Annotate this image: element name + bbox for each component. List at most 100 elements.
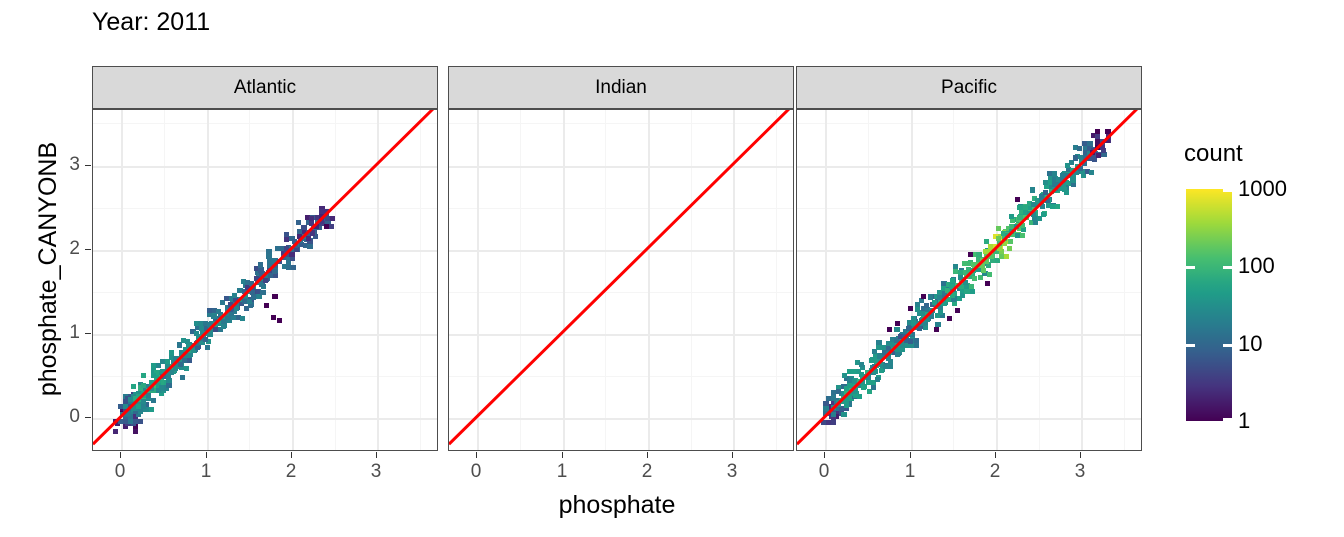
heatmap-bin <box>820 419 827 426</box>
heatmap-bin <box>1037 216 1043 222</box>
heatmap-bin <box>143 407 149 413</box>
heatmap-bin <box>1063 190 1069 196</box>
heatmap-bin <box>925 307 931 313</box>
heatmap-bin <box>920 293 926 299</box>
heatmap-bin <box>270 314 276 320</box>
heatmap-bin <box>941 281 947 287</box>
heatmap-bin <box>887 359 893 365</box>
heatmap-bin <box>881 350 887 356</box>
facet-strip-label: Pacific <box>941 77 997 98</box>
heatmap-bin <box>873 368 879 374</box>
heatmap-bin <box>1084 168 1091 174</box>
heatmap-bin <box>151 398 157 404</box>
heatmap-bin <box>1049 203 1055 209</box>
heatmap-bin <box>143 402 149 408</box>
gridline-major-vertical <box>207 110 209 450</box>
heatmap-bin <box>908 306 914 312</box>
heatmap-bin <box>140 372 146 378</box>
heatmap-bin <box>967 260 973 266</box>
legend-colorbar[interactable] <box>1186 189 1232 421</box>
heatmap-bin <box>935 322 941 328</box>
heatmap-bin <box>1022 210 1028 216</box>
heatmap-bin <box>942 290 948 296</box>
heatmap-bin <box>831 419 837 426</box>
heatmap-bin <box>851 388 857 394</box>
gridline-minor-vertical <box>868 110 869 450</box>
heatmap-bin <box>1067 180 1073 186</box>
heatmap-bin <box>859 361 865 367</box>
heatmap-bin <box>876 345 882 351</box>
heatmap-bin <box>906 325 912 331</box>
heatmap-bin <box>232 292 238 298</box>
heatmap-bin <box>937 290 943 296</box>
heatmap-bin <box>855 360 861 366</box>
panel-atlantic[interactable] <box>92 109 438 451</box>
heatmap-bin <box>195 334 201 340</box>
heatmap-bin <box>138 385 144 391</box>
x-tick-mark <box>910 452 911 458</box>
gridline-minor-horizontal <box>797 376 1141 377</box>
heatmap-bin <box>307 238 313 244</box>
panel-inner <box>797 110 1141 450</box>
heatmap-bin <box>298 242 305 248</box>
heatmap-bin <box>1090 132 1096 138</box>
heatmap-bin <box>213 316 219 322</box>
heatmap-bin <box>941 301 947 307</box>
legend-label: 1 <box>1238 408 1251 433</box>
y-tick-mark <box>85 417 91 418</box>
heatmap-bin <box>133 429 139 435</box>
heatmap-bin <box>247 302 253 308</box>
heatmap-bin <box>169 350 175 356</box>
heatmap-bin <box>293 247 299 253</box>
x-tick-label: 3 <box>1074 461 1086 482</box>
gridline-minor-horizontal <box>449 208 793 209</box>
gridline-minor-vertical <box>164 110 165 450</box>
heatmap-bin <box>183 366 189 372</box>
heatmap-bin <box>914 302 921 308</box>
gridline-major-vertical <box>648 110 650 450</box>
heatmap-bin <box>984 281 991 287</box>
heatmap-bin <box>286 254 292 260</box>
heatmap-bin <box>945 297 951 303</box>
heatmap-bin <box>847 377 853 383</box>
heatmap-bin <box>190 329 196 335</box>
heatmap-bin <box>903 338 909 344</box>
x-tick-mark <box>476 452 477 458</box>
heatmap-bin <box>227 318 233 324</box>
panel-pacific[interactable] <box>796 109 1142 451</box>
heatmap-bin <box>984 238 990 244</box>
heatmap-bin <box>978 275 984 281</box>
heatmap-bin <box>836 384 842 390</box>
heatmap-bin <box>1057 185 1063 191</box>
heatmap-bin <box>185 339 191 345</box>
gridline-major-vertical <box>825 110 827 450</box>
heatmap-bin <box>861 384 867 390</box>
heatmap-bin <box>255 270 261 276</box>
x-tick-label: 2 <box>285 461 297 482</box>
heatmap-bin <box>303 243 309 249</box>
heatmap-bin <box>325 220 331 226</box>
heatmap-bin <box>1051 176 1057 182</box>
heatmap-bin <box>135 393 141 399</box>
heatmap-bin <box>1044 198 1050 204</box>
heatmap-bin <box>276 318 282 324</box>
heatmap-bin <box>1070 178 1076 184</box>
legend-tick-mark <box>1186 266 1195 269</box>
gridline-minor-horizontal <box>93 123 437 124</box>
heatmap-bin <box>301 224 307 230</box>
heatmap-bin <box>148 407 154 413</box>
heatmap-bin <box>1022 205 1028 211</box>
heatmap-bin <box>258 271 264 277</box>
heatmap-bin <box>140 403 146 410</box>
heatmap-bin <box>297 233 303 239</box>
heatmap-bin <box>1008 223 1014 229</box>
heatmap-bin <box>125 410 131 416</box>
heatmap-bin <box>879 361 885 367</box>
panel-indian[interactable] <box>448 109 794 451</box>
heatmap-bin <box>946 316 952 322</box>
heatmap-bin <box>976 266 982 272</box>
heatmap-bin <box>866 374 872 380</box>
heatmap-bin <box>233 297 239 303</box>
heatmap-bin <box>191 348 197 354</box>
heatmap-bin <box>1031 211 1037 217</box>
